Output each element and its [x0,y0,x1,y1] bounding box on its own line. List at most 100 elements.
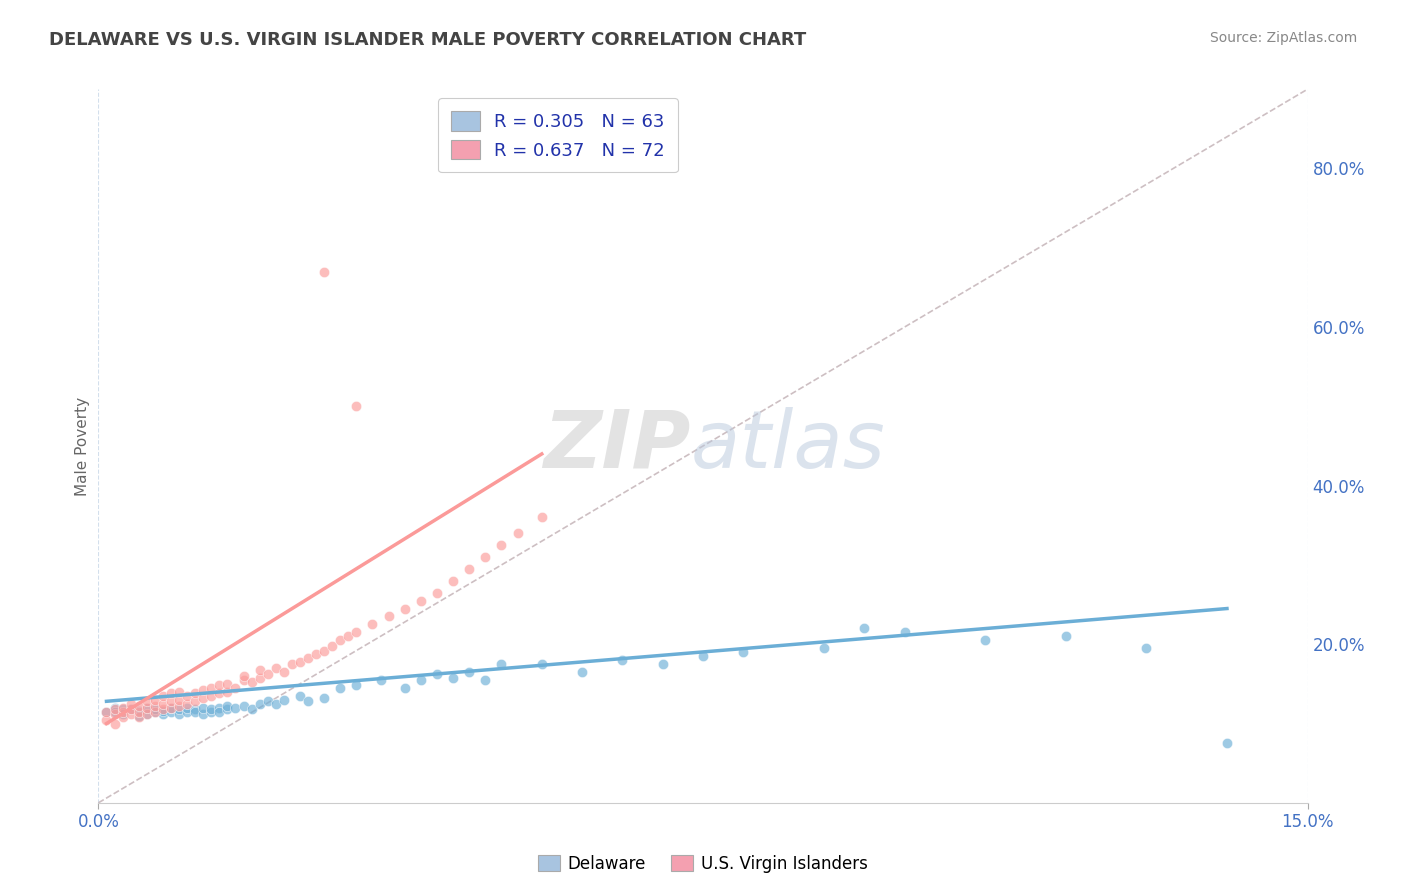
Point [193,700,215,714]
Point [200,681,222,695]
Point [297,651,319,665]
Point [128,708,150,723]
Point [394,601,416,615]
Point [441,671,464,685]
Point [217,677,239,691]
Point [208,705,231,719]
Point [193,683,215,698]
Text: ZIP: ZIP [544,407,690,485]
Point [217,699,239,714]
Point [370,673,392,687]
Point [361,617,384,632]
Point [264,697,287,711]
Point [176,697,198,711]
Point [111,710,134,724]
Point [120,697,142,711]
Point [193,706,215,721]
Point [143,699,166,714]
Point [224,700,246,714]
Point [441,574,464,588]
Point [152,704,174,718]
Point [337,629,360,643]
Point [474,549,496,564]
Point [217,702,239,716]
Point [128,710,150,724]
Point [813,641,835,656]
Point [193,691,215,706]
Point [288,655,311,669]
Point [160,705,183,719]
Point [273,692,295,706]
Point [176,700,198,714]
Point [160,694,183,708]
Point [152,697,174,711]
Point [160,700,183,714]
Point [344,678,367,692]
Point [103,700,125,714]
Point [853,621,876,635]
Point [167,702,190,716]
Point [314,691,336,706]
Point [321,639,343,653]
Point [152,689,174,703]
Point [135,694,157,708]
Point [135,706,157,721]
Point [111,706,134,721]
Point [103,716,125,731]
Point [458,562,481,576]
Point [143,705,166,719]
Point [530,657,553,671]
Text: DELAWARE VS U.S. VIRGIN ISLANDER MALE POVERTY CORRELATION CHART: DELAWARE VS U.S. VIRGIN ISLANDER MALE PO… [49,31,807,49]
Point [128,704,150,718]
Point [232,673,254,687]
Point [249,671,271,685]
Point [530,510,553,524]
Point [344,400,367,414]
Point [152,706,174,721]
Point [143,692,166,706]
Point [96,705,118,719]
Point [96,705,118,719]
Point [612,653,634,667]
Point [208,678,231,692]
Point [184,705,207,719]
Point [135,706,157,721]
Text: Source: ZipAtlas.com: Source: ZipAtlas.com [1209,31,1357,45]
Point [232,669,254,683]
Y-axis label: Male Poverty: Male Poverty [75,396,90,496]
Point [103,705,125,719]
Point [224,681,246,695]
Point [217,685,239,699]
Point [409,673,432,687]
Point [256,694,278,708]
Point [184,702,207,716]
Point [733,645,755,659]
Point [1054,629,1077,643]
Point [426,585,449,599]
Point [152,702,174,716]
Point [120,702,142,716]
Point [329,681,352,695]
Point [474,673,496,687]
Point [143,705,166,719]
Point [167,685,190,699]
Point [103,702,125,716]
Point [1216,736,1239,750]
Point [893,625,915,640]
Point [160,700,183,714]
Point [458,665,481,679]
Point [103,706,125,721]
Point [143,702,166,716]
Point [426,667,449,681]
Point [128,699,150,714]
Point [409,593,432,607]
Point [120,702,142,716]
Point [491,538,513,552]
Point [111,702,134,716]
Point [249,663,271,677]
Point [111,700,134,714]
Point [974,633,997,648]
Legend: Delaware, U.S. Virgin Islanders: Delaware, U.S. Virgin Islanders [531,848,875,880]
Point [273,665,295,679]
Point [240,702,263,716]
